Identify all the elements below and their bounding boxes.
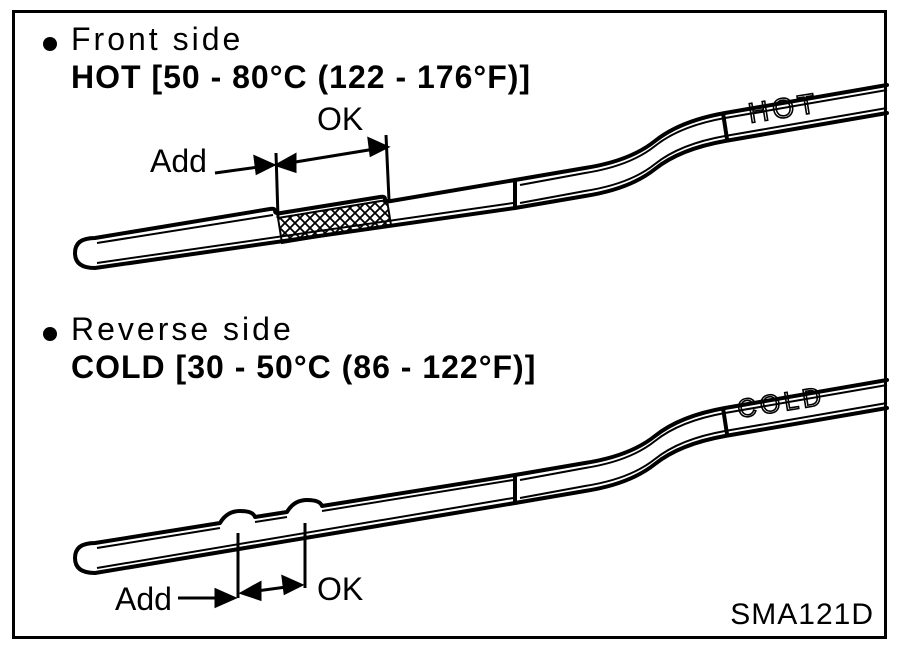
diagram-frame: Front side HOT [50 - 80°C (122 - 176°F)]…	[12, 10, 887, 639]
hot-stick-text: HOT	[746, 87, 821, 129]
dipstick-hot-icon: HOT	[15, 13, 890, 333]
reference-code: SMA121D	[730, 598, 874, 632]
add-label-reverse: Add	[115, 581, 172, 618]
cold-stick-text: COLD	[735, 380, 827, 423]
ok-label-reverse: OK	[317, 571, 363, 608]
